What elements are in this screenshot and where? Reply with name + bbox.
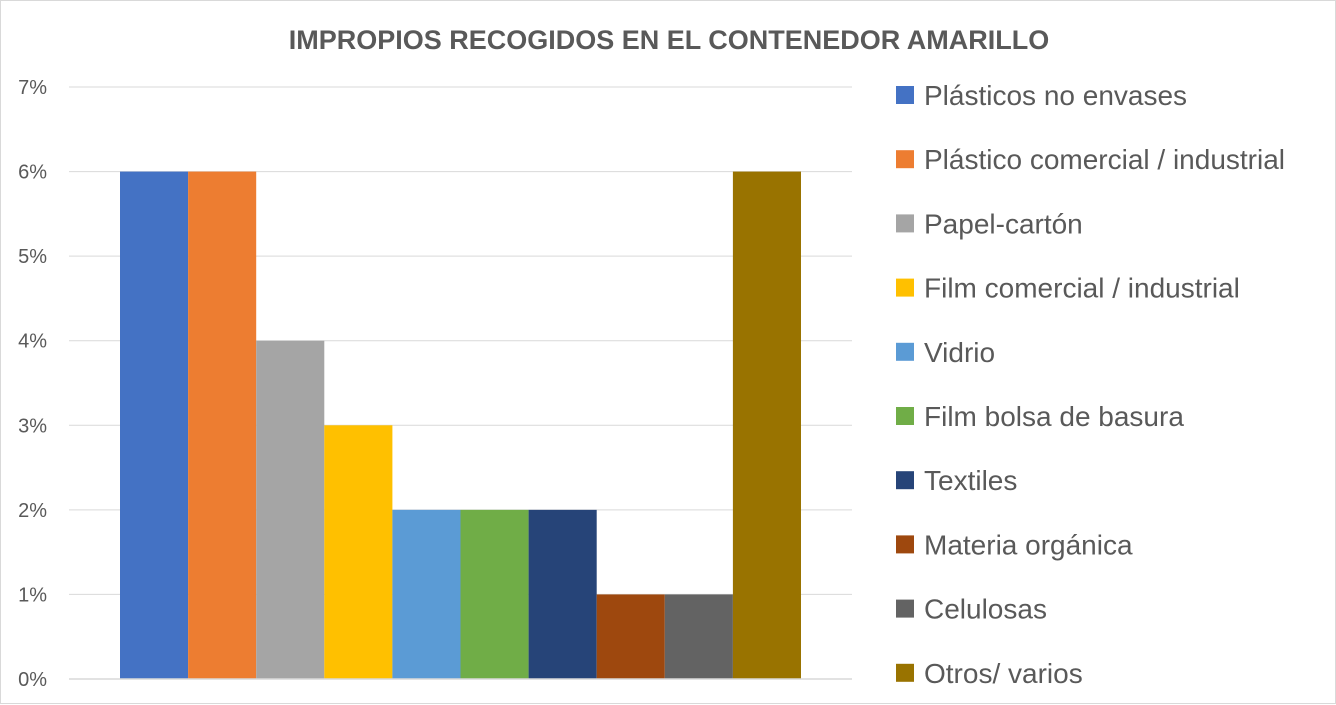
legend-swatch	[896, 599, 914, 618]
y-tick-label: 4%	[18, 331, 47, 353]
bar	[664, 594, 733, 679]
chart-title: IMPROPIOS RECOGIDOS EN EL CONTENEDOR AMA…	[289, 25, 1050, 55]
y-tick-label: 5%	[18, 246, 47, 268]
y-tick-label: 7%	[18, 77, 47, 99]
bar	[188, 171, 257, 680]
legend-swatch	[896, 342, 914, 361]
y-tick-label: 2%	[18, 500, 47, 522]
legend-label: Celulosas	[924, 594, 1047, 625]
legend-label: Textiles	[924, 465, 1017, 496]
legend: Plásticos no envases Plástico comercial /…	[896, 80, 1285, 689]
bar	[732, 171, 801, 680]
legend-label: Film bolsa de basura	[924, 401, 1184, 432]
legend-label: Papel-cartón	[924, 208, 1083, 239]
legend-label: Materia orgánica	[924, 529, 1133, 560]
bar	[596, 594, 665, 679]
legend-swatch	[896, 407, 914, 425]
legend-swatch	[896, 150, 914, 169]
y-tick-label: 1%	[18, 584, 47, 606]
legend-swatch	[896, 86, 914, 104]
legend-label: Plástico comercial / industrial	[924, 144, 1285, 175]
bar	[256, 340, 325, 679]
legend-swatch	[896, 535, 914, 554]
legend-label: Plásticos no envases	[924, 80, 1187, 111]
legend-label: Otros/ varios	[924, 658, 1083, 689]
y-tick-label: 3%	[18, 415, 47, 437]
y-axis-ticks: 0% 1% 2% 3% 4% 5% 6% 7%	[18, 77, 47, 691]
bar	[528, 509, 597, 679]
bar	[392, 509, 461, 679]
bar	[460, 509, 529, 679]
bars	[120, 171, 801, 680]
bar	[120, 171, 189, 680]
legend-label: Vidrio	[924, 337, 995, 368]
legend-swatch	[896, 278, 914, 297]
y-tick-label: 6%	[18, 162, 47, 184]
legend-swatch	[896, 471, 914, 490]
legend-swatch	[896, 663, 914, 682]
bar	[324, 425, 393, 679]
legend-swatch	[896, 214, 914, 233]
y-tick-label: 0%	[18, 669, 47, 691]
legend-label: Film comercial / industrial	[924, 273, 1240, 304]
